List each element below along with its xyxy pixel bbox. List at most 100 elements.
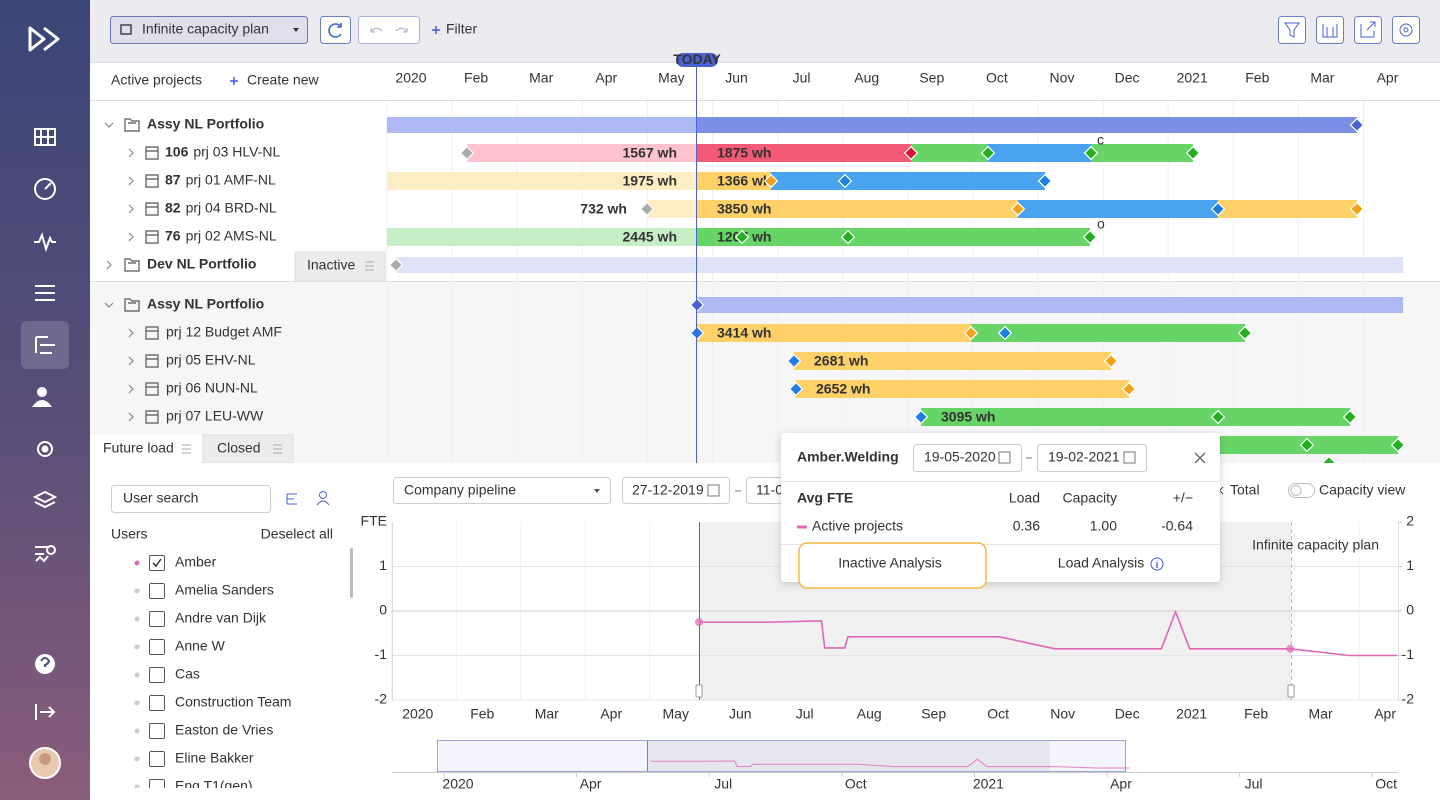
expand-chevron[interactable] — [128, 232, 134, 242]
deselect-all[interactable]: Deselect all — [261, 526, 333, 542]
logo[interactable] — [28, 26, 60, 52]
milestone[interactable] — [903, 145, 919, 161]
user-name[interactable]: Eline Bakker — [175, 750, 254, 766]
user-checkbox[interactable] — [149, 639, 165, 655]
user-search[interactable] — [111, 485, 271, 513]
project-name[interactable]: prj 04 BRD-NL — [186, 200, 277, 216]
expand-chevron[interactable] — [128, 356, 134, 366]
expand-chevron[interactable] — [128, 176, 134, 186]
milestone[interactable] — [837, 173, 853, 189]
user-checkbox[interactable] — [149, 667, 165, 683]
range-handle[interactable] — [1287, 684, 1295, 698]
project-name[interactable]: prj 12 Budget AMF — [166, 324, 282, 340]
icon-button[interactable] — [1278, 16, 1306, 44]
nav-activity[interactable] — [34, 232, 56, 253]
user-checkbox[interactable] — [149, 611, 165, 627]
project-bar[interactable] — [697, 228, 1090, 246]
milestone[interactable] — [913, 409, 929, 425]
expand-chevron[interactable] — [128, 328, 134, 338]
project-name[interactable]: prj 07 LEU-WW — [166, 408, 264, 424]
user-name[interactable]: Andre van Dijk — [175, 610, 267, 626]
user-name[interactable]: Cas — [175, 666, 200, 682]
project-bar[interactable] — [387, 172, 697, 190]
milestone[interactable] — [980, 145, 996, 161]
milestone[interactable] — [840, 229, 856, 245]
popup-from[interactable] — [913, 444, 1022, 472]
filter-button[interactable]: Filter — [446, 21, 477, 37]
milestone[interactable] — [788, 381, 804, 397]
project-bar[interactable] — [1091, 144, 1193, 162]
project-bar[interactable] — [387, 228, 697, 246]
portfolio-name[interactable]: Assy NL Portfolio — [147, 116, 264, 132]
nav-dashboard[interactable] — [34, 178, 56, 200]
portfolio-name[interactable]: Dev NL Portfolio — [147, 256, 256, 272]
plan-select[interactable] — [110, 16, 308, 44]
nav-list[interactable] — [35, 285, 55, 301]
project-bar[interactable] — [647, 200, 697, 218]
create-new[interactable]: Create new — [247, 72, 319, 88]
expand-chevron[interactable] — [128, 412, 134, 422]
expand-chevron[interactable] — [128, 384, 134, 394]
milestone[interactable] — [1349, 201, 1365, 217]
project-name[interactable]: prj 01 AMF-NL — [186, 172, 276, 188]
sort-icon[interactable] — [286, 493, 297, 505]
milestone[interactable] — [1210, 409, 1226, 425]
user-name[interactable]: Anne W — [175, 638, 226, 654]
milestone[interactable] — [388, 257, 404, 273]
popup-to[interactable] — [1037, 444, 1147, 472]
portfolio-bar[interactable] — [387, 117, 697, 133]
milestone[interactable] — [1083, 145, 1099, 161]
user-checkbox[interactable] — [149, 555, 165, 571]
icon-button[interactable] — [1316, 16, 1344, 44]
group-icon[interactable] — [319, 491, 327, 499]
project-bar[interactable] — [697, 144, 911, 162]
milestone[interactable] — [1037, 173, 1053, 189]
project-bar[interactable] — [971, 324, 1245, 342]
milestone[interactable] — [1185, 145, 1201, 161]
project-bar[interactable] — [1218, 200, 1357, 218]
expand-chevron[interactable] — [106, 260, 112, 270]
project-bar[interactable] — [467, 144, 697, 162]
portfolio-name[interactable]: Assy NL Portfolio — [147, 296, 264, 312]
user-name[interactable]: Easton de Vries — [175, 722, 273, 738]
user-checkbox[interactable] — [149, 583, 165, 599]
project-bar[interactable] — [988, 144, 1091, 162]
project-name[interactable]: prj 03 HLV-NL — [193, 144, 280, 160]
user-checkbox[interactable] — [149, 751, 165, 767]
portfolio-bar[interactable] — [396, 257, 1403, 273]
milestone[interactable] — [786, 353, 802, 369]
project-bar[interactable] — [796, 380, 1129, 398]
milestone[interactable] — [1010, 201, 1026, 217]
milestone[interactable] — [1103, 353, 1119, 369]
milestone[interactable] — [639, 201, 655, 217]
user-checkbox[interactable] — [149, 723, 165, 739]
expand-chevron[interactable] — [104, 122, 114, 128]
nav-analysis[interactable] — [35, 546, 49, 563]
scrollbar[interactable] — [350, 548, 353, 598]
milestone[interactable] — [1342, 409, 1358, 425]
nav-users[interactable] — [37, 387, 47, 397]
milestone[interactable] — [1237, 325, 1253, 341]
load-analysis-button[interactable]: Load Analysis — [1058, 555, 1144, 571]
user-checkbox[interactable] — [149, 695, 165, 711]
milestone[interactable] — [734, 229, 750, 245]
milestone[interactable] — [459, 145, 475, 161]
pipeline-select[interactable] — [393, 477, 611, 504]
project-bar[interactable] — [771, 172, 1045, 190]
project-bar[interactable] — [911, 144, 988, 162]
icon-button[interactable] — [1354, 16, 1382, 44]
project-name[interactable]: prj 06 NUN-NL — [166, 380, 258, 396]
from-date[interactable] — [622, 477, 730, 504]
nav-logout[interactable] — [35, 704, 56, 720]
nav-gantt[interactable] — [35, 336, 55, 354]
user-name[interactable]: Eng T1(gen) — [175, 778, 253, 794]
expand-chevron[interactable] — [128, 204, 134, 214]
portfolio-bar[interactable] — [697, 117, 1357, 133]
project-bar[interactable] — [697, 324, 971, 342]
user-name[interactable]: Amelia Sanders — [175, 582, 274, 598]
inactive-analysis-button[interactable] — [798, 542, 987, 589]
popup-close[interactable] — [1194, 452, 1206, 464]
nav-settings[interactable] — [37, 441, 53, 457]
undo-redo[interactable] — [358, 16, 420, 44]
user-checkbox[interactable] — [149, 779, 165, 795]
